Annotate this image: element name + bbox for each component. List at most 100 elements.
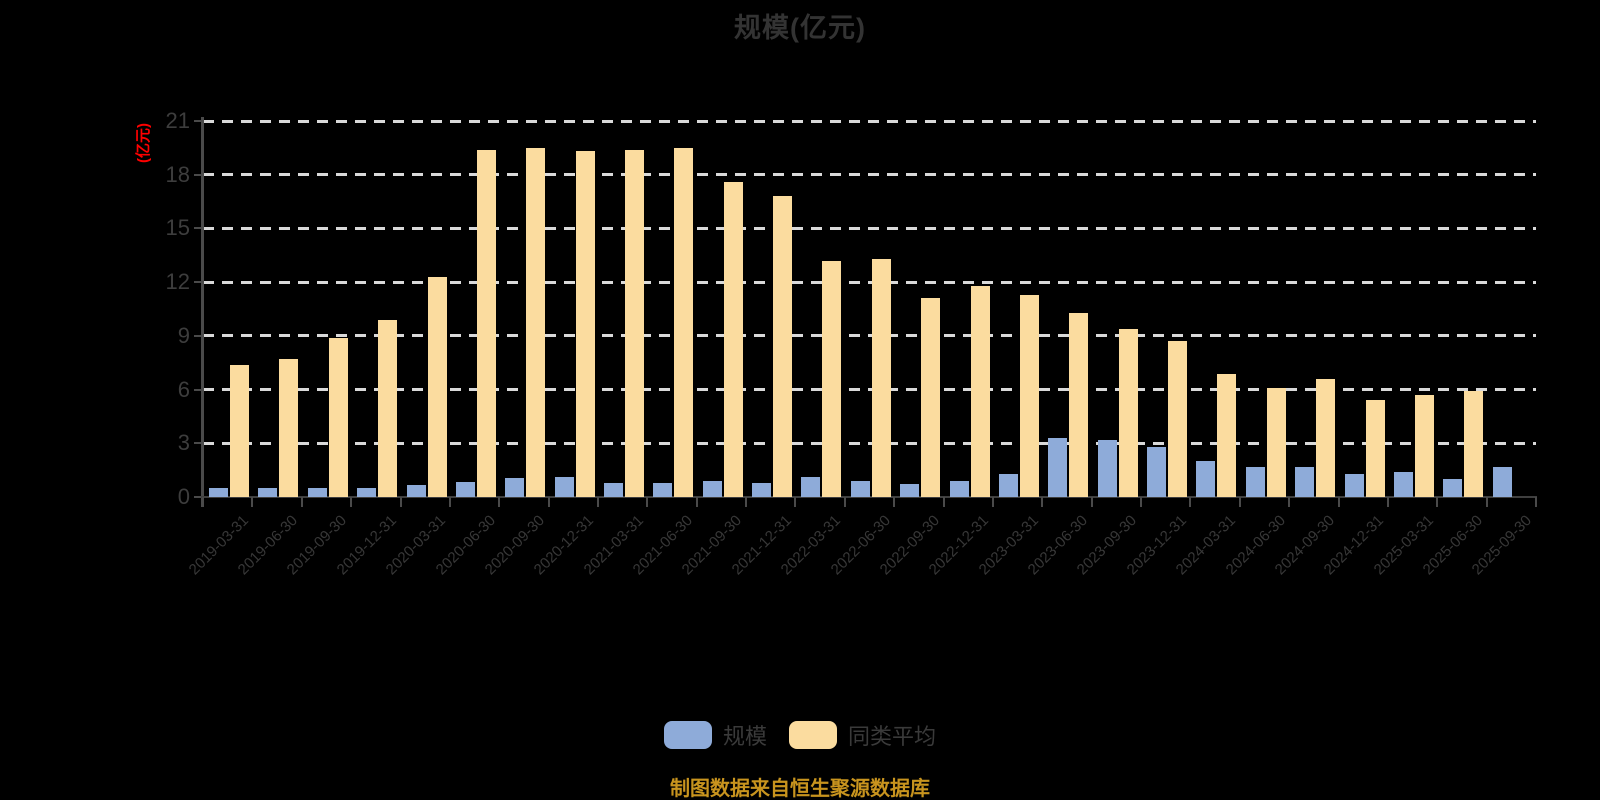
x-axis-tick-mark (547, 497, 550, 507)
bar-peer-average-2024-09-30[interactable] (1316, 378, 1336, 497)
bar-scale-2021-12-31[interactable] (752, 482, 772, 497)
bar-scale-2024-06-30[interactable] (1245, 466, 1265, 497)
y-axis-tick-mark (194, 496, 203, 498)
bar-scale-2023-06-30[interactable] (1048, 437, 1068, 497)
bar-peer-average-2023-03-31[interactable] (1019, 294, 1039, 497)
bar-peer-average-2020-09-30[interactable] (526, 147, 546, 497)
x-axis-tick-mark (991, 497, 994, 507)
bar-scale-2024-03-31[interactable] (1196, 461, 1216, 497)
bar-peer-average-2022-09-30[interactable] (921, 298, 941, 497)
bar-peer-average-2023-12-31[interactable] (1168, 341, 1187, 497)
bar-scale-2019-03-31[interactable] (209, 488, 228, 497)
x-axis-tick-mark (498, 497, 501, 507)
bar-scale-2025-03-31[interactable] (1393, 471, 1413, 497)
bar-scale-2025-09-30[interactable] (1492, 466, 1512, 497)
bar-scale-2019-12-31[interactable] (357, 488, 377, 497)
bar-peer-average-2019-12-31[interactable] (378, 319, 398, 497)
x-axis-tick-mark (695, 497, 698, 507)
x-axis-tick-mark (1485, 497, 1488, 507)
y-axis-line (201, 117, 204, 507)
gridline-y-6 (203, 388, 1536, 392)
bar-scale-2023-12-31[interactable] (1147, 446, 1166, 497)
bar-peer-average-2022-12-31[interactable] (970, 285, 990, 497)
gridline-y-12 (203, 280, 1536, 284)
y-axis-tick-mark (194, 281, 203, 284)
y-axis-tick-label: 18 (165, 161, 190, 187)
bar-peer-average-2022-03-31[interactable] (822, 260, 842, 497)
x-axis-tick-mark (1189, 497, 1192, 507)
bar-scale-2021-03-31[interactable] (604, 482, 623, 497)
bar-peer-average-2021-12-31[interactable] (773, 196, 793, 497)
bar-peer-average-2021-09-30[interactable] (723, 181, 743, 497)
x-axis-tick-mark (1090, 497, 1093, 507)
bar-scale-2020-03-31[interactable] (406, 484, 426, 497)
x-axis-tick-mark (1386, 497, 1389, 507)
bar-scale-2022-12-31[interactable] (949, 480, 969, 497)
bar-peer-average-2020-06-30[interactable] (476, 149, 496, 497)
bar-scale-2022-09-30[interactable] (900, 483, 920, 497)
bar-peer-average-2020-03-31[interactable] (427, 276, 447, 497)
x-axis-tick-mark (300, 497, 303, 507)
y-axis-tick-mark (194, 227, 203, 230)
x-axis-tick-mark (1337, 497, 1340, 507)
x-axis-tick-mark (202, 497, 204, 507)
bar-scale-2021-06-30[interactable] (653, 482, 673, 497)
bar-peer-average-2023-09-30[interactable] (1118, 328, 1138, 497)
bar-peer-average-2024-03-31[interactable] (1217, 373, 1237, 497)
x-axis-line (201, 496, 1537, 498)
gridline-y-21 (203, 119, 1536, 123)
bar-scale-2023-09-30[interactable] (1097, 439, 1117, 497)
bar-peer-average-2019-09-30[interactable] (328, 337, 348, 497)
bar-scale-2020-06-30[interactable] (455, 481, 475, 497)
bar-peer-average-2025-03-31[interactable] (1414, 394, 1434, 497)
y-axis-tick-label: 21 (165, 108, 190, 133)
gridline-y-9 (203, 334, 1536, 338)
x-axis-tick-mark (646, 497, 649, 507)
x-axis-tick-mark (597, 497, 599, 507)
bar-scale-2020-12-31[interactable] (554, 477, 574, 497)
bar-peer-average-2021-06-30[interactable] (674, 147, 694, 497)
bar-scale-2022-06-30[interactable] (850, 480, 870, 497)
x-axis-tick-mark (399, 497, 402, 507)
bar-peer-average-2021-03-31[interactable] (625, 149, 644, 497)
x-axis-tick-mark (350, 497, 353, 507)
x-axis-tick-mark (1140, 497, 1142, 507)
bar-scale-2024-09-30[interactable] (1295, 466, 1315, 497)
bar-scale-2020-09-30[interactable] (505, 478, 525, 497)
x-axis-tick-mark (1238, 497, 1241, 507)
bar-peer-average-2023-06-30[interactable] (1069, 312, 1089, 497)
y-axis-tick-mark (194, 442, 203, 445)
bar-peer-average-2024-06-30[interactable] (1266, 387, 1286, 497)
legend-swatch-peer-average (789, 721, 837, 749)
bar-scale-2021-09-30[interactable] (702, 480, 722, 497)
bar-peer-average-2019-06-30[interactable] (279, 359, 299, 497)
bar-scale-2019-09-30[interactable] (307, 488, 327, 497)
legend-label-scale: 规模 (722, 724, 767, 749)
legend-item-peer-average[interactable]: 同类平均 (789, 719, 936, 751)
bar-peer-average-2024-12-31[interactable] (1365, 400, 1385, 497)
bar-peer-average-2019-03-31[interactable] (230, 364, 249, 497)
x-axis-tick-mark (942, 497, 945, 507)
bar-scale-2019-06-30[interactable] (258, 488, 278, 497)
legend: 规模 同类平均 (0, 720, 1600, 750)
bar-peer-average-2022-06-30[interactable] (871, 258, 891, 497)
x-axis-tick-mark (745, 497, 748, 507)
x-axis-tick-mark (1041, 497, 1044, 507)
bar-scale-2024-12-31[interactable] (1344, 473, 1364, 497)
bar-scale-2025-06-30[interactable] (1443, 479, 1463, 497)
gridline-y-18 (203, 173, 1536, 177)
bar-peer-average-2025-06-30[interactable] (1464, 391, 1484, 497)
x-axis-tick-mark (1436, 497, 1439, 507)
y-axis-tick-mark (194, 173, 203, 176)
x-axis-tick-mark (843, 497, 846, 507)
legend-item-scale[interactable]: 规模 (663, 719, 767, 751)
y-axis-tick-label: 9 (177, 322, 190, 348)
y-axis-tick-label: 3 (177, 430, 190, 456)
legend-label-peer-average: 同类平均 (848, 724, 937, 749)
bar-scale-2022-03-31[interactable] (801, 477, 821, 497)
x-axis-tick-mark (251, 497, 254, 507)
y-axis-tick-mark (194, 120, 203, 122)
bar-peer-average-2020-12-31[interactable] (575, 151, 595, 497)
bar-scale-2023-03-31[interactable] (998, 473, 1018, 497)
x-axis-tick-mark (448, 497, 451, 507)
